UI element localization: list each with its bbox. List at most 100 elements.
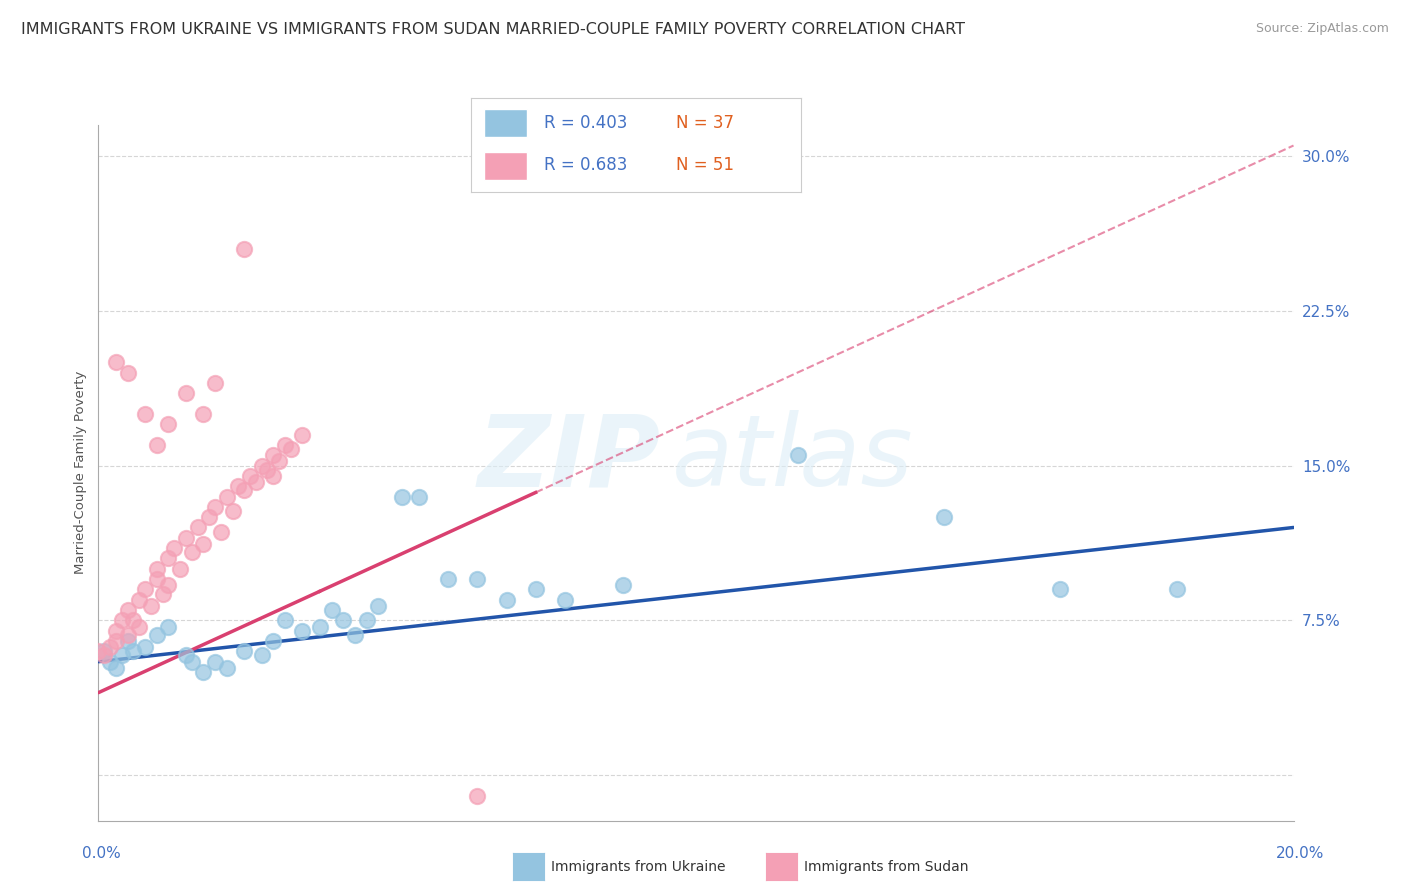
Point — [163, 541, 186, 555]
Point — [174, 531, 197, 545]
Point — [122, 644, 145, 658]
Point — [204, 655, 226, 669]
Point — [256, 463, 278, 477]
Point — [169, 562, 191, 576]
Point — [128, 592, 150, 607]
Point — [233, 242, 256, 256]
Point — [215, 661, 238, 675]
Point — [117, 603, 139, 617]
Point — [291, 427, 314, 442]
Point — [104, 355, 127, 369]
Point — [145, 628, 167, 642]
Point — [104, 661, 127, 675]
Point — [233, 483, 256, 498]
Point — [134, 582, 156, 597]
Point — [239, 468, 262, 483]
Point — [524, 582, 547, 597]
Point — [204, 500, 226, 514]
Point — [157, 417, 180, 432]
Point — [198, 510, 221, 524]
Point — [117, 366, 139, 380]
Point — [128, 619, 150, 633]
Text: R = 0.403: R = 0.403 — [544, 114, 627, 132]
Point — [495, 592, 517, 607]
Text: Source: ZipAtlas.com: Source: ZipAtlas.com — [1256, 22, 1389, 36]
Point — [250, 458, 273, 473]
Text: ZIP: ZIP — [477, 410, 661, 508]
Point — [554, 592, 576, 607]
Point — [221, 504, 243, 518]
Text: 20.0%: 20.0% — [1277, 847, 1324, 861]
Point — [186, 520, 208, 534]
Point — [104, 624, 127, 638]
Point — [612, 578, 634, 592]
Point — [262, 448, 284, 462]
Point — [309, 619, 332, 633]
Point — [437, 572, 460, 586]
Point — [134, 640, 156, 655]
Point — [391, 490, 413, 504]
Point — [193, 537, 215, 551]
Point — [262, 468, 284, 483]
Point — [157, 619, 180, 633]
Point — [228, 479, 250, 493]
Point — [98, 655, 121, 669]
Point — [152, 586, 174, 600]
Point — [787, 448, 810, 462]
Point — [93, 648, 115, 663]
Point — [204, 376, 226, 390]
Point — [321, 603, 343, 617]
FancyBboxPatch shape — [484, 110, 527, 137]
Point — [117, 634, 139, 648]
Text: R = 0.683: R = 0.683 — [544, 156, 627, 174]
Point — [250, 648, 273, 663]
Point — [1049, 582, 1071, 597]
Text: Immigrants from Sudan: Immigrants from Sudan — [804, 860, 969, 874]
Point — [174, 648, 197, 663]
Point — [274, 613, 297, 627]
Point — [98, 640, 121, 655]
Point — [274, 438, 297, 452]
Point — [367, 599, 389, 613]
Point — [193, 665, 215, 679]
Point — [180, 655, 202, 669]
Point — [157, 578, 180, 592]
Point — [193, 407, 215, 421]
Point — [93, 644, 115, 658]
Text: N = 51: N = 51 — [676, 156, 734, 174]
Point — [467, 789, 489, 803]
Point — [269, 454, 291, 468]
Point — [117, 628, 139, 642]
Point — [174, 386, 197, 401]
Point — [467, 572, 489, 586]
Point — [932, 510, 955, 524]
Point — [180, 545, 202, 559]
Text: atlas: atlas — [672, 410, 914, 508]
Text: Immigrants from Ukraine: Immigrants from Ukraine — [551, 860, 725, 874]
Point — [104, 634, 127, 648]
Text: N = 37: N = 37 — [676, 114, 734, 132]
Point — [122, 613, 145, 627]
Y-axis label: Married-Couple Family Poverty: Married-Couple Family Poverty — [75, 371, 87, 574]
Point — [145, 572, 167, 586]
Point — [343, 628, 366, 642]
FancyBboxPatch shape — [484, 152, 527, 179]
Point — [408, 490, 430, 504]
Point — [111, 613, 134, 627]
Point — [291, 624, 314, 638]
Point — [209, 524, 232, 539]
Point — [145, 438, 167, 452]
Point — [145, 562, 167, 576]
Point — [262, 634, 284, 648]
Point — [157, 551, 180, 566]
Point — [111, 648, 134, 663]
Point — [245, 475, 267, 489]
Text: 0.0%: 0.0% — [82, 847, 121, 861]
Point — [332, 613, 354, 627]
Text: IMMIGRANTS FROM UKRAINE VS IMMIGRANTS FROM SUDAN MARRIED-COUPLE FAMILY POVERTY C: IMMIGRANTS FROM UKRAINE VS IMMIGRANTS FR… — [21, 22, 965, 37]
Point — [233, 644, 256, 658]
Point — [280, 442, 302, 456]
Point — [87, 644, 110, 658]
Point — [356, 613, 378, 627]
Point — [134, 407, 156, 421]
